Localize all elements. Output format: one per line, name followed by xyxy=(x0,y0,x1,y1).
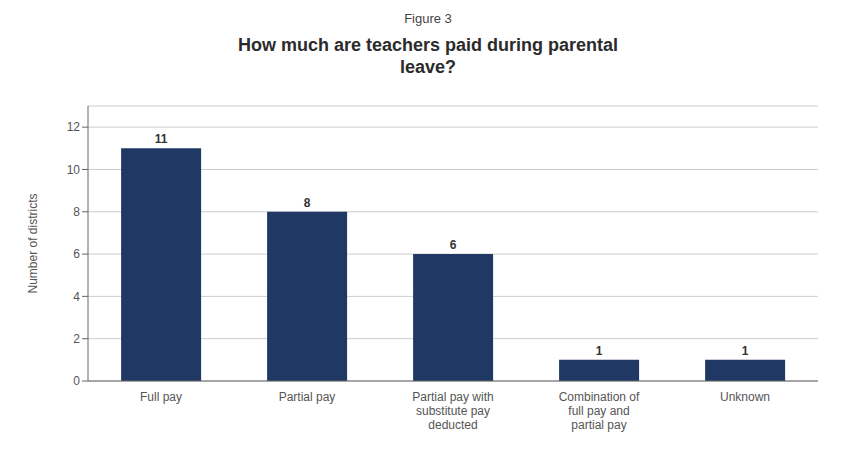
svg-text:12: 12 xyxy=(67,120,81,134)
html-text:How much are teachers paid dur: How much are teachers paid during parent… xyxy=(238,35,618,55)
svg-text:1: 1 xyxy=(596,344,603,358)
svg-text:4: 4 xyxy=(73,290,80,304)
svg-text:6: 6 xyxy=(73,247,80,261)
svg-text:2: 2 xyxy=(73,332,80,346)
svg-text:11: 11 xyxy=(155,132,168,146)
svg-text:Number of districts: Number of districts xyxy=(26,193,40,293)
svg-text:8: 8 xyxy=(304,196,311,210)
svg-text:8: 8 xyxy=(73,205,80,219)
html-text:leave?: leave? xyxy=(400,57,456,77)
svg-text:Combination offull pay andpart: Combination offull pay andpartial pay xyxy=(559,390,640,432)
svg-text:Partial pay: Partial pay xyxy=(279,390,336,404)
svg-text:0: 0 xyxy=(73,374,80,388)
svg-text:Partial pay withsubstitute pay: Partial pay withsubstitute paydeducted xyxy=(412,390,493,432)
svg-text:Full pay: Full pay xyxy=(140,390,182,404)
svg-text:10: 10 xyxy=(67,163,81,177)
svg-text:6: 6 xyxy=(450,238,457,252)
html-text:Figure 3: Figure 3 xyxy=(404,11,452,26)
svg-text:Unknown: Unknown xyxy=(720,390,770,404)
svg-text:1: 1 xyxy=(742,344,749,358)
